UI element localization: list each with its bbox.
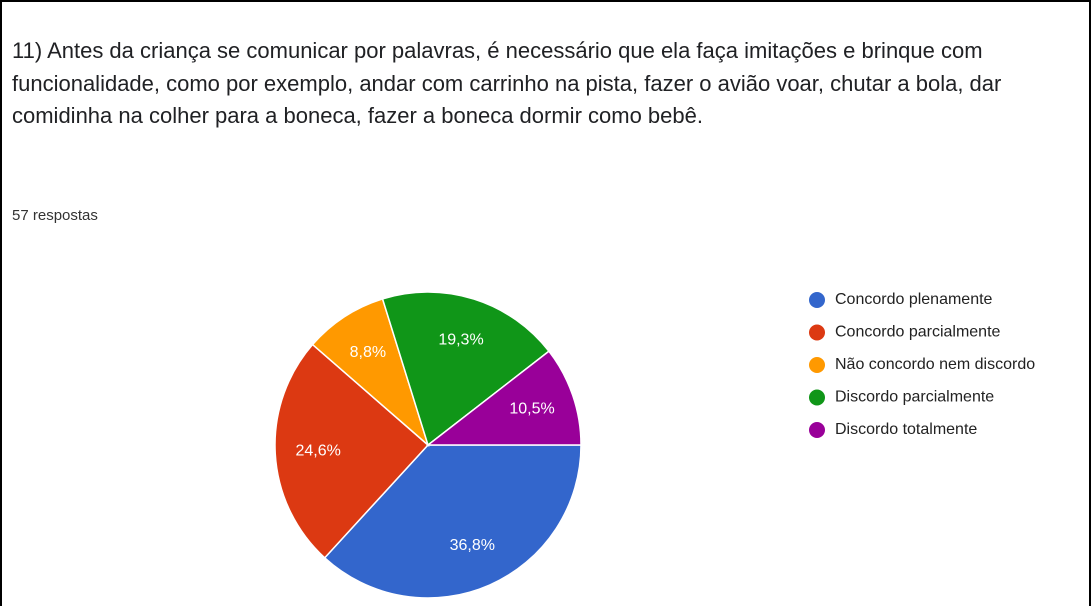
legend-swatch: [809, 357, 825, 373]
slice-label: 36,8%: [450, 537, 495, 554]
legend-swatch: [809, 389, 825, 406]
pie-slice: [381, 291, 550, 447]
legend-label: Discordo totalmente: [835, 421, 977, 438]
legend-label: Não concordo nem discordo: [835, 356, 1035, 373]
legend-label: Concordo parcialmente: [835, 324, 1001, 341]
slice-label: 8,8%: [350, 344, 386, 361]
slice-label: 10,5%: [509, 401, 554, 418]
pie-slice: [311, 297, 430, 448]
pie-slice: [274, 343, 430, 559]
legend-swatch: [809, 324, 825, 341]
legend-label: Concordo plenamente: [835, 291, 993, 308]
response-count: 57 respostas: [12, 207, 98, 224]
pie-slice: [425, 350, 582, 446]
pie-slice: [323, 444, 582, 599]
legend-swatch: [809, 422, 825, 438]
slice-label: 24,6%: [295, 442, 340, 459]
legend-swatch: [809, 292, 825, 308]
legend-label: Discordo parcialmente: [835, 389, 994, 406]
slice-label: 19,3%: [438, 331, 483, 348]
chart-title: 11) Antes da criança se comunicar por pa…: [12, 38, 1002, 128]
